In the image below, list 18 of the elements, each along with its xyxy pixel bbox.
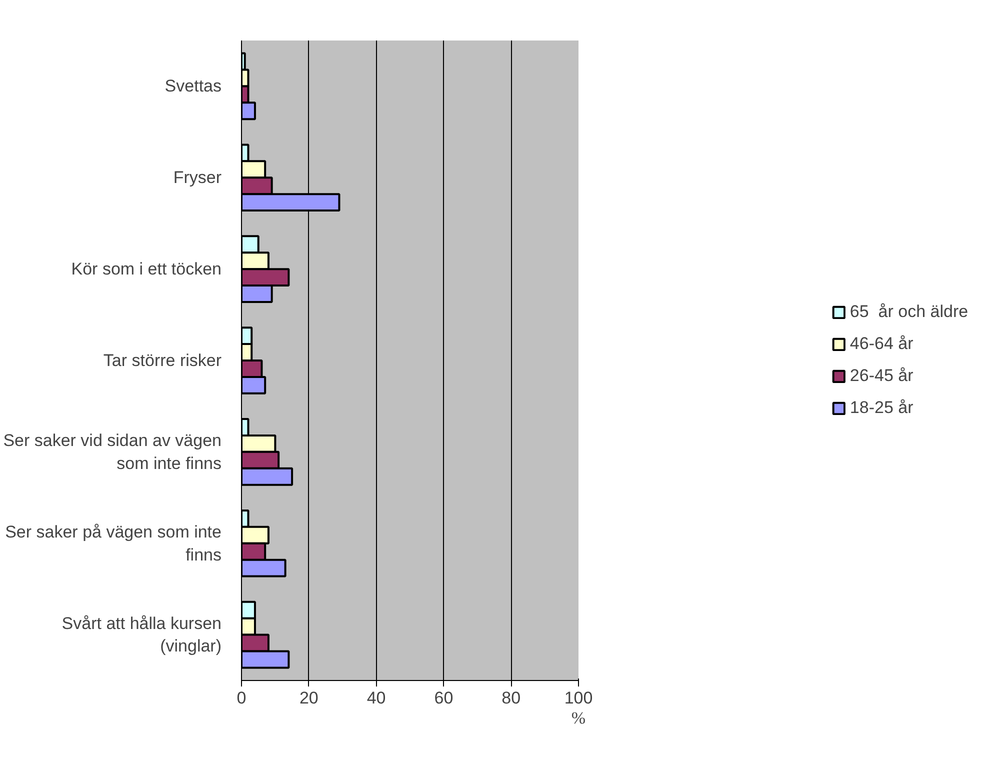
- x-tick-label: 0: [236, 688, 246, 708]
- y-tick-label: Svårt att hålla kursen (vinglar): [62, 614, 222, 656]
- x-tick-label: 60: [434, 688, 454, 708]
- y-tick-label: Svettas: [164, 76, 222, 96]
- x-tick-label: 100: [564, 688, 593, 708]
- legend-label: 65 år och äldre: [850, 302, 968, 322]
- x-tick-label: 40: [366, 688, 386, 708]
- y-tick-label: Ser saker på vägen som inte finns: [5, 522, 222, 564]
- y-tick-label: Tar större risker: [103, 351, 222, 370]
- x-tick-label: 80: [502, 688, 521, 708]
- legend-label: 18-25 år: [850, 398, 914, 418]
- x-tick-label: 20: [299, 688, 318, 708]
- y-tick-label: Kör som i ett töcken: [71, 260, 222, 279]
- y-tick-label: Ser saker vid sidan av vägen som inte finns: [3, 431, 222, 473]
- legend-label: 46-64 år: [850, 334, 914, 354]
- legend-label: 26-45 år: [850, 366, 914, 386]
- x-axis-title: %: [571, 708, 586, 728]
- y-tick-label: Fryser: [173, 168, 222, 188]
